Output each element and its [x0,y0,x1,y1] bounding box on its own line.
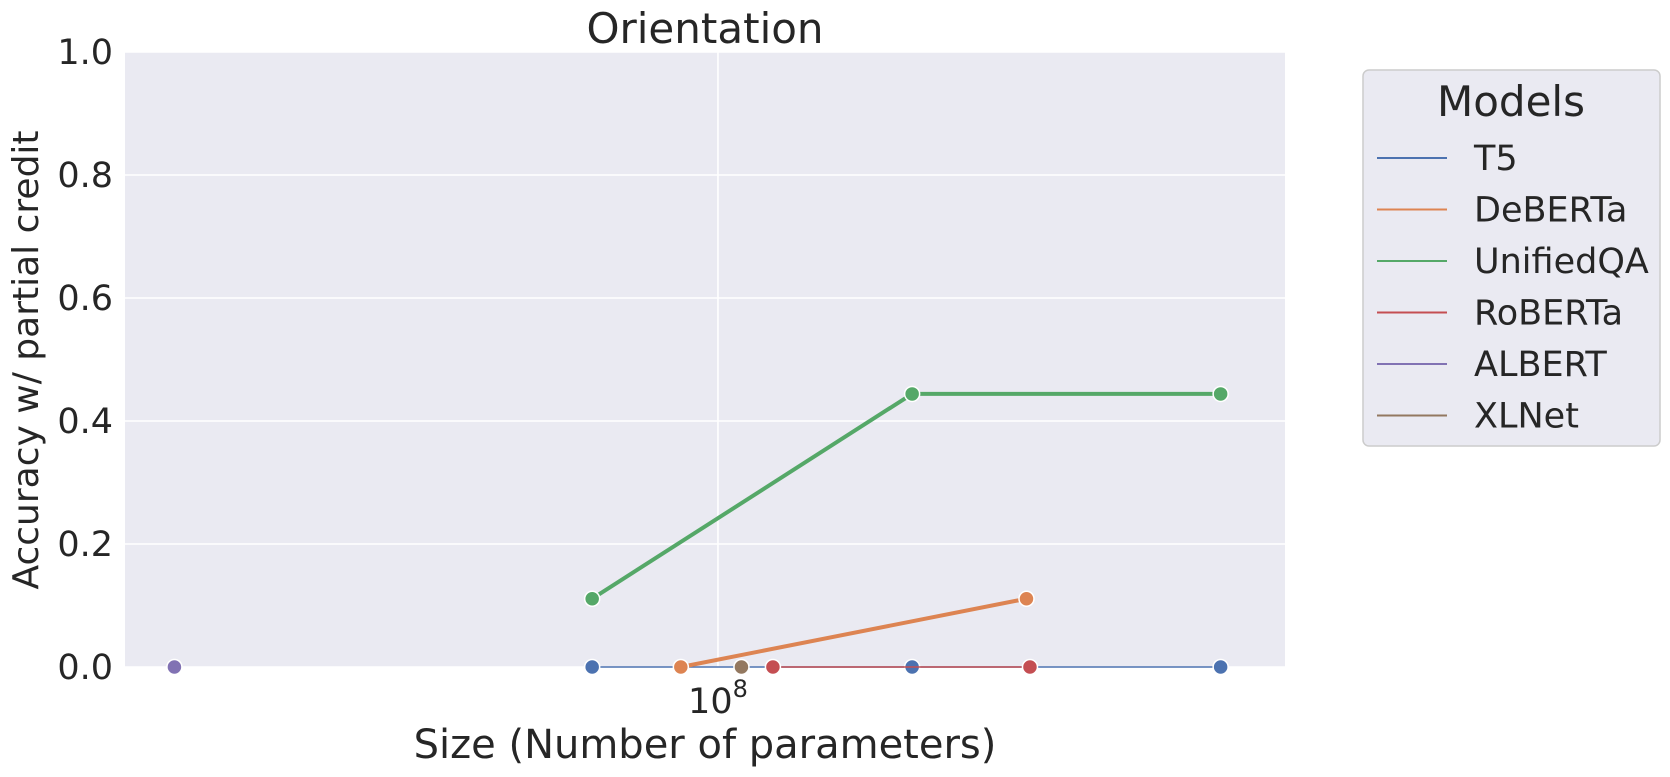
legend-item-t5: T5 [1377,139,1518,179]
y-tick-label: 0.8 [57,156,113,196]
series-roberta [764,658,1039,676]
legend-item-deberta: DeBERTa [1377,191,1627,231]
data-point [1018,590,1035,607]
data-point [903,385,921,403]
data-point [166,658,183,676]
chart-title: Orientation [586,4,823,53]
y-tick-label: 1.0 [57,33,113,73]
series-unifiedqa [583,385,1229,607]
legend-item-roberta: RoBERTa [1377,294,1623,334]
legend-label: DeBERTa [1474,191,1627,231]
y-ticks: 0.0 0.2 0.4 0.6 0.8 1.0 [57,33,113,688]
legend-label: XLNet [1474,397,1579,437]
series-albert [166,658,183,676]
y-tick-label: 0.4 [57,402,113,442]
data-point [764,658,782,676]
series-layer [166,385,1229,676]
legend-items: T5 DeBERTa UnifiedQA RoBERTa ALBERT XLNet [1377,139,1649,437]
series-xlnet [733,658,750,676]
y-tick-label: 0.2 [57,525,113,565]
data-point [583,658,601,676]
x-tick-base: 10 [688,682,733,722]
data-point [733,658,750,676]
legend-label: ALBERT [1474,345,1607,385]
y-tick-label: 0.6 [57,279,113,319]
data-point [583,590,601,607]
legend-label: UnifiedQA [1474,242,1649,282]
legend-label: RoBERTa [1474,294,1623,334]
x-tick-label: 108 [688,675,748,722]
data-point [1212,385,1229,403]
series-line [678,596,1029,669]
data-point [1021,658,1039,676]
legend-item-albert: ALBERT [1377,345,1607,385]
data-point [1212,658,1229,676]
y-axis-title: Accuracy w/ partial credit [6,130,47,589]
legend-box [1362,69,1661,447]
legend-item-xlnet: XLNet [1377,397,1579,437]
plot-background [125,52,1285,667]
series-deberta [672,590,1035,676]
legend: Models T5 DeBERTa UnifiedQA RoBERTa ALBERT XL… [1362,69,1661,447]
legend-title: Models [1437,77,1585,126]
x-axis-title: Size (Number of parameters) [414,722,997,768]
legend-label: T5 [1473,139,1518,179]
legend-item-unifiedqa: UnifiedQA [1377,242,1649,282]
x-tick-exponent: 8 [733,675,748,703]
y-tick-label: 0.0 [57,648,113,688]
data-point [672,658,690,676]
